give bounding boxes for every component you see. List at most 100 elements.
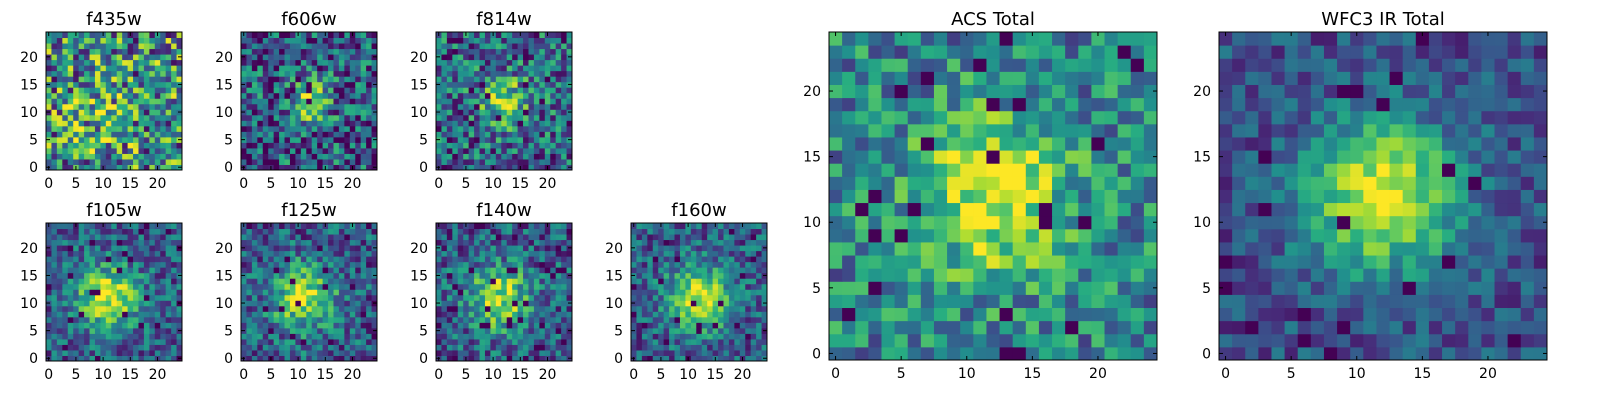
heatmap-cell bbox=[289, 43, 296, 50]
heatmap-cell bbox=[441, 142, 448, 149]
heatmap-cell bbox=[143, 250, 150, 257]
heatmap-cell bbox=[154, 142, 161, 149]
heatmap-cell bbox=[73, 37, 80, 44]
heatmap-cell bbox=[67, 338, 74, 345]
heatmap-cell bbox=[371, 305, 378, 312]
heatmap-cell bbox=[739, 305, 746, 312]
x-tick-label: 5 bbox=[461, 367, 470, 383]
heatmap-cell bbox=[360, 333, 367, 340]
heatmap-cell bbox=[62, 322, 69, 329]
heatmap-cell bbox=[328, 261, 334, 268]
heatmap-cell bbox=[484, 267, 491, 274]
heatmap-cell bbox=[62, 223, 69, 230]
heatmap-cell bbox=[317, 120, 324, 127]
heatmap-cell bbox=[674, 223, 681, 230]
heatmap-cell bbox=[56, 283, 63, 290]
heatmap-cell bbox=[960, 202, 974, 217]
heatmap-cell bbox=[894, 176, 909, 190]
heatmap-cell bbox=[279, 120, 286, 127]
heatmap-cell bbox=[663, 283, 670, 290]
heatmap-cell bbox=[51, 98, 58, 105]
heatmap-cell bbox=[149, 37, 156, 44]
heatmap-cell bbox=[67, 344, 74, 351]
heatmap-cell bbox=[512, 267, 519, 274]
heatmap-cell bbox=[501, 327, 508, 334]
heatmap-cell bbox=[73, 300, 80, 307]
heatmap-cell bbox=[149, 250, 156, 257]
heatmap-cell bbox=[51, 228, 58, 235]
heatmap-cell bbox=[495, 54, 502, 61]
heatmap-cell bbox=[652, 294, 659, 301]
heatmap-cell bbox=[78, 153, 85, 160]
heatmap-cell bbox=[690, 305, 697, 312]
heatmap-cell bbox=[268, 338, 275, 345]
panel-title: f125w bbox=[281, 200, 336, 221]
heatmap-cell bbox=[718, 355, 724, 362]
heatmap-cell bbox=[750, 311, 757, 318]
heatmap-cell bbox=[284, 289, 291, 296]
heatmap-cell bbox=[658, 267, 665, 274]
heatmap-cell bbox=[446, 120, 453, 127]
heatmap-cell bbox=[127, 103, 134, 110]
heatmap-cell bbox=[100, 316, 107, 323]
heatmap-cell bbox=[94, 283, 101, 290]
heatmap-cell bbox=[317, 54, 324, 61]
heatmap-cell bbox=[84, 109, 91, 116]
y-tick-label: 20 bbox=[20, 50, 38, 66]
heatmap-cell bbox=[355, 294, 362, 301]
heatmap-cell bbox=[84, 131, 91, 138]
heatmap-cell bbox=[441, 136, 448, 143]
heatmap-cell bbox=[712, 267, 719, 274]
heatmap-cell bbox=[457, 272, 464, 279]
heatmap-cell bbox=[1091, 241, 1106, 256]
heatmap-cell bbox=[143, 43, 150, 50]
heatmap-cell bbox=[745, 283, 752, 290]
heatmap-cell bbox=[441, 355, 448, 362]
heatmap-cell bbox=[94, 261, 101, 268]
heatmap-cell bbox=[1143, 228, 1158, 243]
heatmap-cell bbox=[631, 250, 637, 257]
heatmap-cell bbox=[289, 131, 296, 138]
heatmap-cell bbox=[999, 333, 1014, 348]
heatmap-cell bbox=[111, 142, 118, 149]
heatmap-cell bbox=[495, 120, 502, 127]
heatmap-cell bbox=[295, 131, 302, 138]
heatmap-cell bbox=[685, 338, 692, 345]
heatmap-cell bbox=[300, 109, 307, 116]
heatmap-cell bbox=[251, 234, 258, 241]
heatmap-cell bbox=[284, 48, 291, 55]
heatmap-cell bbox=[723, 289, 730, 296]
heatmap-cell bbox=[658, 283, 665, 290]
heatmap-cell bbox=[338, 131, 345, 138]
heatmap-cell bbox=[116, 283, 123, 290]
heatmap-cell bbox=[669, 333, 676, 340]
heatmap-cell bbox=[78, 136, 85, 143]
heatmap-cell bbox=[133, 234, 139, 241]
heatmap-cell bbox=[176, 147, 183, 154]
heatmap-cell bbox=[138, 349, 145, 356]
heatmap-cell bbox=[133, 333, 139, 340]
heatmap-cell bbox=[300, 294, 307, 301]
heatmap-cell bbox=[474, 120, 481, 127]
heatmap-cell bbox=[679, 294, 686, 301]
heatmap-cell bbox=[894, 320, 909, 335]
heatmap-cell bbox=[333, 114, 340, 121]
heatmap-cell bbox=[149, 81, 156, 88]
heatmap-cell bbox=[712, 256, 719, 263]
heatmap-cell bbox=[355, 76, 362, 83]
heatmap-cell bbox=[133, 131, 139, 138]
heatmap-cell bbox=[457, 256, 464, 263]
heatmap-cell bbox=[94, 322, 101, 329]
heatmap-cell bbox=[127, 114, 134, 121]
heatmap-cell bbox=[457, 65, 464, 72]
heatmap-cell bbox=[328, 109, 334, 116]
heatmap-cell bbox=[371, 92, 378, 99]
heatmap-cell bbox=[457, 239, 464, 246]
heatmap-cell bbox=[566, 316, 573, 323]
heatmap-cell bbox=[111, 272, 118, 279]
heatmap-cell bbox=[246, 245, 253, 252]
heatmap-cell bbox=[468, 70, 475, 77]
heatmap-cell bbox=[306, 98, 313, 105]
heatmap-cell bbox=[300, 158, 307, 165]
heatmap-cell bbox=[360, 92, 367, 99]
